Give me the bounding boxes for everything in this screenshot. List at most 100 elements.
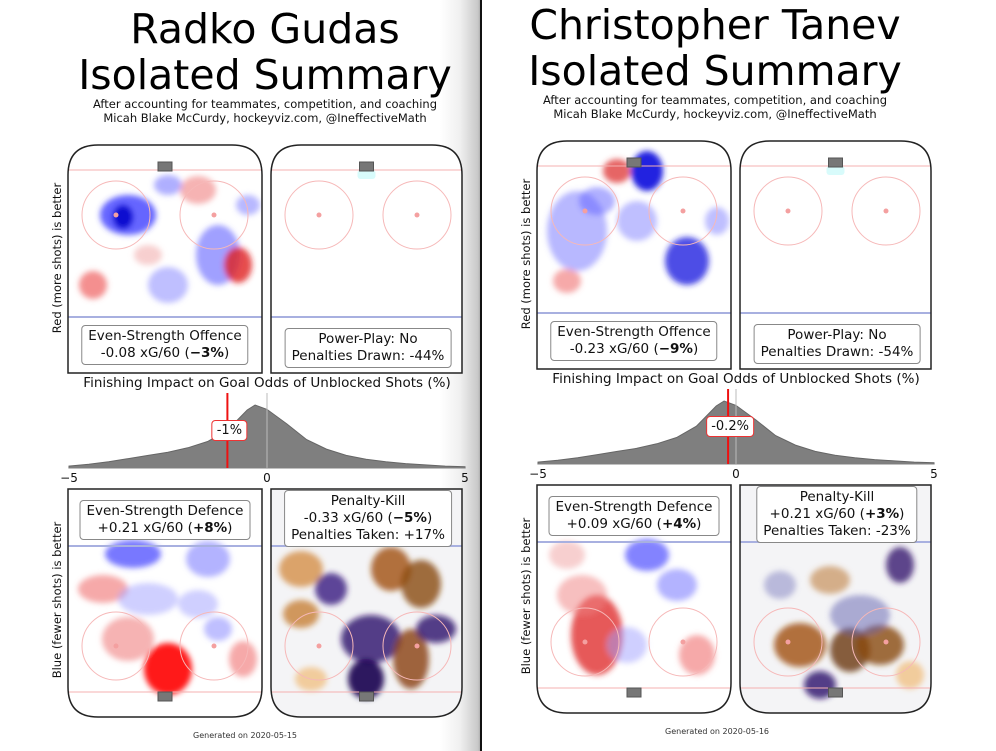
rink-panel — [68, 489, 262, 717]
penalties-taken: Penalties Taken: +17% — [291, 527, 445, 543]
faceoff-dot — [414, 643, 420, 649]
faceoff-circle — [648, 607, 718, 677]
finishing-chart-title: Finishing Impact on Goal Odds of Unblock… — [552, 371, 920, 387]
es-offence-label: Even-Strength Offence — [88, 328, 242, 344]
faceoff-dot — [211, 643, 217, 649]
penalty-kill-pct: +3% — [864, 506, 900, 522]
goal-net-icon — [157, 691, 173, 702]
x-tick-label: 0 — [732, 467, 740, 481]
faceoff-circle — [550, 176, 620, 246]
paren: ) — [223, 345, 230, 361]
penalties-taken: Penalties Taken: -23% — [763, 523, 911, 539]
penalty-kill-value: +0.21 xG/60 ( — [769, 506, 865, 522]
faceoff-dot — [211, 212, 217, 218]
subtitle-context: After accounting for teammates, competit… — [542, 93, 888, 107]
es-offence-box: Even-Strength Offence -0.23 xG/60 (−9%) — [550, 321, 718, 361]
es-defence-label: Even-Strength Defence — [555, 499, 713, 515]
finishing-value-label: -1% — [211, 420, 248, 441]
paren: ) — [692, 341, 699, 357]
ylabel-defence: Blue (fewer shots) is better — [50, 521, 64, 679]
subtitle-author: Micah Blake McCurdy, hockeyviz.com, @Ine… — [103, 111, 427, 125]
shot-heatmap — [78, 540, 257, 695]
goal-net-icon — [157, 161, 173, 172]
x-tick-label: −5 — [60, 471, 78, 485]
faceoff-dot — [113, 212, 119, 218]
es-defence-pct: +8% — [192, 520, 228, 536]
ylabel-defence: Blue (fewer shots) is better — [519, 517, 533, 675]
goal-crease — [826, 166, 845, 175]
x-tick-label: 5 — [930, 467, 938, 481]
es-defence-box: Even-Strength Defence +0.09 xG/60 (+4%) — [548, 496, 720, 536]
penalty-kill-box: Penalty-Kill +0.21 xG/60 (+3%) Penalties T… — [756, 486, 918, 543]
summary-title: Isolated Summary — [528, 47, 902, 95]
es-defence-value: +0.09 xG/60 ( — [566, 516, 662, 532]
es-defence-box: Even-Strength Defence +0.21 xG/60 (+8%) — [79, 500, 251, 540]
generated-date: Generated on 2020-05-16 — [665, 727, 769, 736]
faceoff-dot — [680, 208, 686, 214]
es-offence-label: Even-Strength Offence — [557, 324, 711, 340]
ylabel-offence: Red (more shots) is better — [50, 182, 64, 334]
power-play-box: Power-Play: No Penalties Drawn: -54% — [753, 324, 921, 364]
finishing-value-label: -0.2% — [706, 416, 754, 437]
shot-heatmap — [79, 175, 260, 303]
player-page-tanev: Christopher Tanev Isolated Summary After a… — [482, 0, 996, 751]
rink-panel — [537, 485, 731, 713]
penalty-kill-pct: −5% — [392, 510, 427, 526]
es-offence-pct: −3% — [189, 345, 224, 361]
faceoff-circle — [382, 180, 452, 250]
subtitle-context: After accounting for teammates, competit… — [92, 97, 438, 111]
faceoff-circle — [284, 180, 354, 250]
faceoff-dot — [785, 208, 791, 214]
es-offence-value: -0.08 xG/60 ( — [100, 345, 190, 361]
faceoff-dot — [582, 639, 588, 645]
penalties-drawn: Penalties Drawn: -44% — [291, 348, 445, 364]
finishing-chart-title: Finishing Impact on Goal Odds of Unblock… — [83, 375, 451, 391]
goal-crease — [357, 170, 376, 179]
es-offence-box: Even-Strength Offence -0.08 xG/60 (−3%) — [81, 325, 249, 365]
paren: ) — [426, 510, 433, 526]
faceoff-dot — [785, 639, 791, 645]
rink-panel — [68, 145, 262, 373]
faceoff-circle — [753, 176, 823, 246]
goal-net-icon — [359, 161, 374, 172]
es-offence-value: -0.23 xG/60 ( — [569, 341, 659, 357]
penalties-drawn: Penalties Drawn: -54% — [760, 344, 914, 360]
player-name-title: Radko Gudas — [130, 5, 400, 53]
summary-title: Isolated Summary — [78, 51, 452, 99]
faceoff-dot — [113, 643, 119, 649]
penalty-kill-label: Penalty-Kill — [799, 489, 875, 505]
faceoff-circle — [284, 611, 354, 681]
faceoff-dot — [883, 639, 889, 645]
goal-net-icon — [828, 687, 843, 698]
es-defence-pct: +4% — [661, 516, 697, 532]
faceoff-dot — [316, 643, 322, 649]
power-play-box: Power-Play: No Penalties Drawn: -44% — [284, 328, 452, 368]
x-tick-label: 5 — [461, 471, 469, 485]
subtitle-author: Micah Blake McCurdy, hockeyviz.com, @Ine… — [553, 107, 877, 121]
shot-heatmap — [549, 539, 715, 675]
es-defence-label: Even-Strength Defence — [86, 503, 244, 519]
penalty-kill-box: Penalty-Kill -0.33 xG/60 (−5%) Penalties T… — [284, 490, 452, 547]
faceoff-circle — [81, 180, 151, 250]
penalty-kill-value: -0.33 xG/60 ( — [303, 510, 393, 526]
faceoff-circle — [179, 611, 249, 681]
paren: ) — [227, 520, 233, 536]
faceoff-circle — [81, 611, 151, 681]
ylabel-offence: Red (more shots) is better — [519, 178, 533, 330]
goal-net-icon — [626, 687, 642, 698]
penalty-kill-label: Penalty-Kill — [330, 493, 406, 509]
faceoff-dot — [316, 212, 322, 218]
faceoff-dot — [883, 208, 889, 214]
paren: ) — [899, 506, 905, 522]
faceoff-circle — [851, 176, 921, 246]
power-play-label: Power-Play: No — [318, 331, 418, 347]
shot-heatmap — [547, 151, 729, 293]
player-name-title: Christopher Tanev — [529, 1, 901, 49]
es-offence-pct: −9% — [658, 341, 693, 357]
faceoff-circle — [851, 607, 921, 677]
player-page-gudas: Radko Gudas Isolated Summary After account… — [0, 0, 480, 751]
es-defence-value: +0.21 xG/60 ( — [97, 520, 193, 536]
goal-net-icon — [626, 157, 642, 168]
x-tick-label: −5 — [529, 467, 547, 481]
faceoff-circle — [179, 180, 249, 250]
